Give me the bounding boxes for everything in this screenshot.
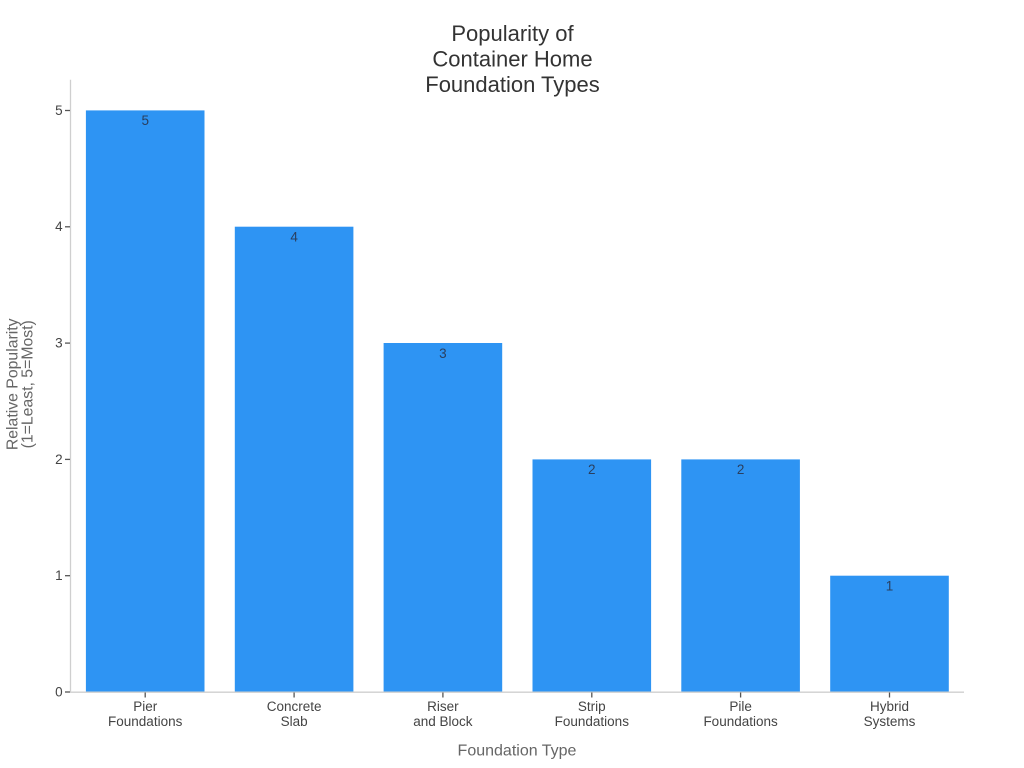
svg-text:2: 2 (737, 462, 745, 477)
svg-text:Foundations: Foundations (703, 714, 778, 729)
svg-text:Hybrid: Hybrid (870, 699, 909, 714)
svg-text:5: 5 (141, 113, 149, 128)
svg-text:(1=Least, 5=Most): (1=Least, 5=Most) (20, 320, 37, 448)
svg-text:2: 2 (588, 462, 596, 477)
svg-text:Container Home: Container Home (432, 46, 592, 71)
svg-text:Popularity of: Popularity of (451, 21, 574, 46)
svg-text:3: 3 (439, 346, 447, 361)
svg-text:0: 0 (55, 684, 63, 699)
svg-text:4: 4 (290, 230, 298, 245)
svg-text:Pier: Pier (133, 699, 158, 714)
svg-text:Strip: Strip (578, 699, 606, 714)
svg-text:1: 1 (55, 568, 63, 583)
svg-text:4: 4 (55, 219, 63, 234)
svg-text:Foundation Types: Foundation Types (425, 72, 600, 97)
svg-text:1: 1 (886, 579, 894, 594)
svg-text:Systems: Systems (864, 714, 916, 729)
svg-text:and Block: and Block (413, 714, 473, 729)
svg-text:Foundations: Foundations (108, 714, 183, 729)
svg-text:5: 5 (55, 103, 63, 118)
svg-text:Riser: Riser (427, 699, 459, 714)
svg-text:Foundations: Foundations (555, 714, 630, 729)
svg-text:3: 3 (55, 336, 63, 351)
svg-text:2: 2 (55, 452, 63, 467)
svg-text:Pile: Pile (729, 699, 752, 714)
svg-text:Relative Popularity: Relative Popularity (5, 318, 22, 450)
svg-text:Slab: Slab (281, 714, 308, 729)
svg-text:Foundation Type: Foundation Type (458, 742, 577, 759)
svg-text:Concrete: Concrete (267, 699, 322, 714)
